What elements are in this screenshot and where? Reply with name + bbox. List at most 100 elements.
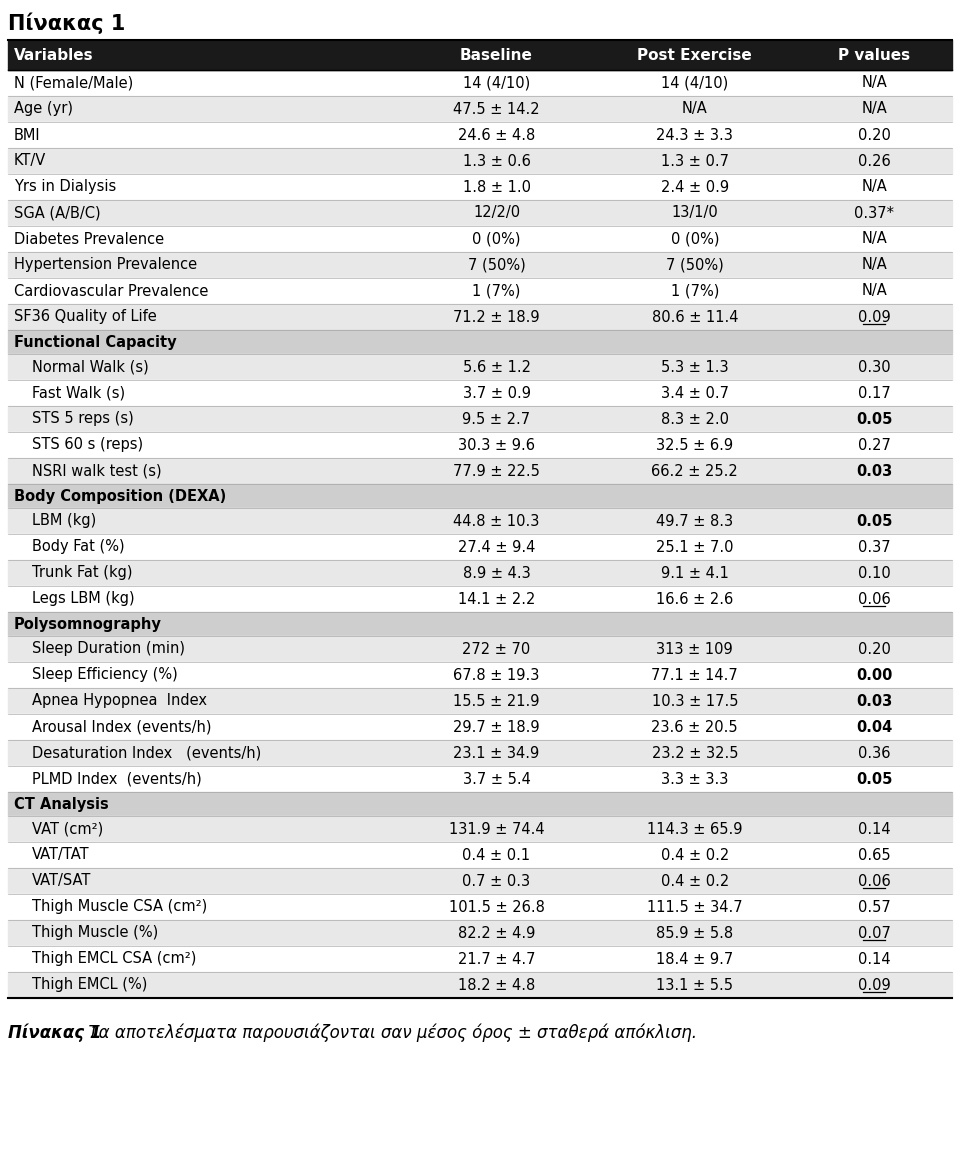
Text: 3.3 ± 3.3: 3.3 ± 3.3 (661, 771, 729, 786)
Text: Sleep Duration (min): Sleep Duration (min) (32, 642, 185, 657)
Text: 1.8 ± 1.0: 1.8 ± 1.0 (463, 179, 531, 195)
Text: Fast Walk (s): Fast Walk (s) (32, 386, 125, 401)
Bar (8, 406, 952, 432)
Text: 82.2 ± 4.9: 82.2 ± 4.9 (458, 925, 536, 940)
Text: Trunk Fat (kg): Trunk Fat (kg) (32, 565, 132, 580)
Text: 313 ± 109: 313 ± 109 (657, 642, 733, 657)
Text: 0.05: 0.05 (856, 411, 892, 426)
Text: 24.3 ± 3.3: 24.3 ± 3.3 (657, 127, 733, 142)
Bar (8, 586, 952, 611)
Bar (8, 148, 952, 174)
Bar (8, 868, 952, 894)
Text: 0.4 ± 0.2: 0.4 ± 0.2 (660, 848, 729, 863)
Bar (8, 560, 952, 586)
Text: 131.9 ± 74.4: 131.9 ± 74.4 (448, 821, 544, 836)
Text: VAT/TAT: VAT/TAT (32, 848, 89, 863)
Bar (8, 484, 952, 508)
Text: Post Exercise: Post Exercise (637, 47, 752, 63)
Text: Desaturation Index   (events/h): Desaturation Index (events/h) (32, 746, 261, 761)
Bar (8, 740, 952, 765)
Text: 77.9 ± 22.5: 77.9 ± 22.5 (453, 463, 540, 478)
Bar (8, 792, 952, 816)
Text: 0.14: 0.14 (858, 821, 891, 836)
Text: Baseline: Baseline (460, 47, 533, 63)
Text: 16.6 ± 2.6: 16.6 ± 2.6 (656, 592, 733, 607)
Bar (8, 380, 952, 406)
Text: 2.4 ± 0.9: 2.4 ± 0.9 (660, 179, 729, 195)
Text: Normal Walk (s): Normal Walk (s) (32, 359, 149, 374)
Text: N/A: N/A (861, 179, 887, 195)
Text: Πίνακας 1: Πίνακας 1 (8, 13, 126, 35)
Text: 18.4 ± 9.7: 18.4 ± 9.7 (656, 952, 733, 967)
Text: N/A: N/A (861, 75, 887, 90)
Text: Body Composition (DEXA): Body Composition (DEXA) (14, 489, 227, 504)
Text: 1 (7%): 1 (7%) (671, 284, 719, 299)
Text: 67.8 ± 19.3: 67.8 ± 19.3 (453, 667, 540, 682)
Text: 49.7 ± 8.3: 49.7 ± 8.3 (657, 513, 733, 528)
Text: 0.05: 0.05 (856, 513, 892, 528)
Text: Cardiovascular Prevalence: Cardiovascular Prevalence (14, 284, 208, 299)
Text: 0.09: 0.09 (857, 977, 891, 992)
Text: 23.2 ± 32.5: 23.2 ± 32.5 (652, 746, 738, 761)
Bar (8, 662, 952, 688)
Text: Diabetes Prevalence: Diabetes Prevalence (14, 232, 164, 247)
Text: 7 (50%): 7 (50%) (666, 257, 724, 272)
Bar (8, 611, 952, 636)
Text: 23.1 ± 34.9: 23.1 ± 34.9 (453, 746, 540, 761)
Bar (8, 714, 952, 740)
Text: 47.5 ± 14.2: 47.5 ± 14.2 (453, 102, 540, 117)
Text: 272 ± 70: 272 ± 70 (463, 642, 531, 657)
Text: 0.26: 0.26 (857, 154, 891, 169)
Text: Thigh Muscle CSA (cm²): Thigh Muscle CSA (cm²) (32, 900, 207, 915)
Text: 0.30: 0.30 (858, 359, 891, 374)
Text: 5.6 ± 1.2: 5.6 ± 1.2 (463, 359, 531, 374)
Bar (8, 688, 952, 714)
Text: Legs LBM (kg): Legs LBM (kg) (32, 592, 134, 607)
Text: 0.04: 0.04 (856, 719, 892, 734)
Text: 8.3 ± 2.0: 8.3 ± 2.0 (660, 411, 729, 426)
Text: STS 60 s (reps): STS 60 s (reps) (32, 438, 143, 453)
Bar (8, 252, 952, 278)
Bar (8, 459, 952, 484)
Text: LBM (kg): LBM (kg) (32, 513, 96, 528)
Text: 0.06: 0.06 (857, 873, 891, 888)
Text: STS 5 reps (s): STS 5 reps (s) (32, 411, 133, 426)
Text: 14 (4/10): 14 (4/10) (463, 75, 530, 90)
Text: 7 (50%): 7 (50%) (468, 257, 525, 272)
Text: 0.09: 0.09 (857, 309, 891, 324)
Text: 0.20: 0.20 (857, 642, 891, 657)
Bar (8, 919, 952, 946)
Text: VAT/SAT: VAT/SAT (32, 873, 91, 888)
Text: Hypertension Prevalence: Hypertension Prevalence (14, 257, 197, 272)
Bar (8, 354, 952, 380)
Text: Sleep Efficiency (%): Sleep Efficiency (%) (32, 667, 178, 682)
Text: CT Analysis: CT Analysis (14, 797, 108, 812)
Text: 9.1 ± 4.1: 9.1 ± 4.1 (660, 565, 729, 580)
Text: 77.1 ± 14.7: 77.1 ± 14.7 (652, 667, 738, 682)
Text: 1.3 ± 0.6: 1.3 ± 0.6 (463, 154, 531, 169)
Text: 0.7 ± 0.3: 0.7 ± 0.3 (463, 873, 531, 888)
Bar (8, 41, 952, 69)
Text: 0.05: 0.05 (856, 771, 892, 786)
Bar (8, 432, 952, 459)
Text: KT/V: KT/V (14, 154, 46, 169)
Text: 71.2 ± 18.9: 71.2 ± 18.9 (453, 309, 540, 324)
Text: Πίνακας 1: Πίνακας 1 (8, 1024, 102, 1042)
Text: 66.2 ± 25.2: 66.2 ± 25.2 (652, 463, 738, 478)
Text: 111.5 ± 34.7: 111.5 ± 34.7 (647, 900, 743, 915)
Bar (8, 174, 952, 200)
Text: 0.07: 0.07 (857, 925, 891, 940)
Text: 0 (0%): 0 (0%) (472, 232, 520, 247)
Text: 0 (0%): 0 (0%) (670, 232, 719, 247)
Bar (8, 946, 952, 972)
Text: 101.5 ± 26.8: 101.5 ± 26.8 (448, 900, 544, 915)
Text: 23.6 ± 20.5: 23.6 ± 20.5 (652, 719, 738, 734)
Text: 0.27: 0.27 (857, 438, 891, 453)
Text: Polysomnography: Polysomnography (14, 616, 162, 631)
Bar (8, 122, 952, 148)
Text: . Τα αποτελέσματα παρουσιάζονται σαν μέσος όρος ± σταθερά απόκλιση.: . Τα αποτελέσματα παρουσιάζονται σαν μέσ… (78, 1024, 697, 1042)
Text: 25.1 ± 7.0: 25.1 ± 7.0 (656, 540, 733, 555)
Bar (8, 636, 952, 662)
Text: 8.9 ± 4.3: 8.9 ± 4.3 (463, 565, 530, 580)
Text: N/A: N/A (861, 102, 887, 117)
